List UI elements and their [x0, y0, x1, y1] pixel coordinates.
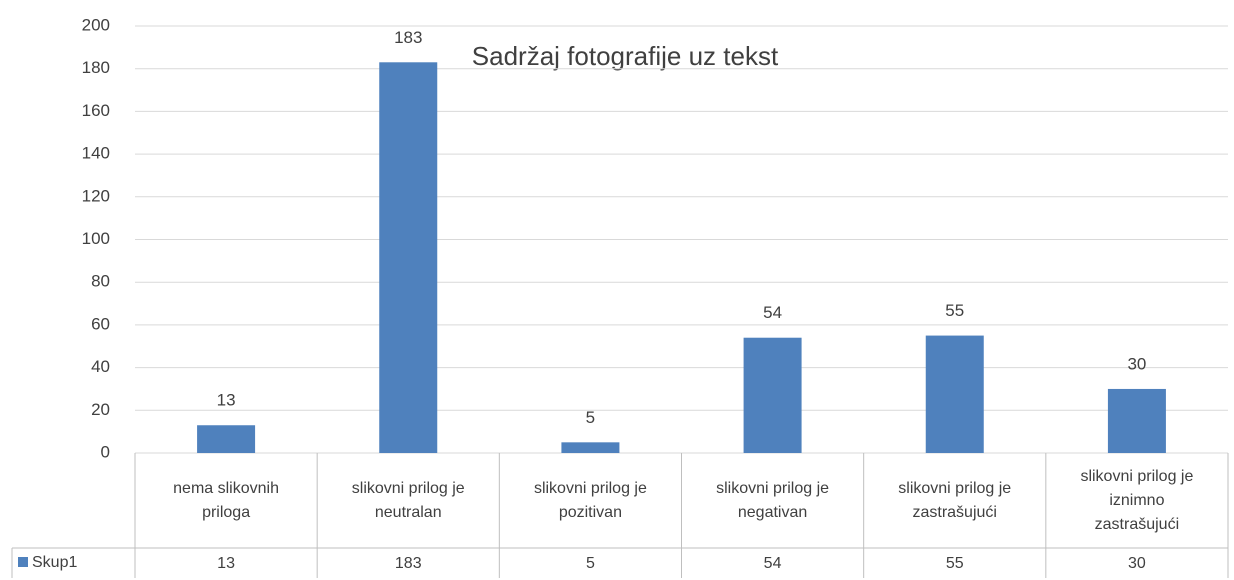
- y-tick-label: 180: [82, 58, 110, 77]
- y-tick-label: 0: [101, 442, 110, 461]
- y-tick-label: 60: [91, 314, 110, 333]
- category-text: slikovni prilog je iznimno zastrašujući: [1080, 467, 1194, 533]
- data-label: 5: [586, 408, 595, 427]
- table-value: 5: [586, 555, 595, 572]
- x-tick-label: slikovni prilog je iznimno zastrašujući: [1046, 453, 1228, 548]
- bar: [743, 337, 802, 453]
- bar: [561, 442, 620, 453]
- x-tick-label: slikovni prilog je zastrašujući: [864, 453, 1046, 548]
- bar: [379, 62, 438, 454]
- table-value: 55: [946, 555, 964, 572]
- table-value: 30: [1128, 555, 1146, 572]
- x-tick-label: slikovni prilog je pozitivan: [499, 453, 681, 548]
- y-tick-label: 20: [91, 400, 110, 419]
- category-text: nema slikovnih priloga: [173, 479, 279, 521]
- bar: [1107, 388, 1166, 453]
- category-text: slikovni prilog je zastrašujući: [898, 479, 1012, 521]
- table-value: 13: [217, 555, 235, 572]
- x-tick-label: slikovni prilog je negativan: [682, 453, 864, 548]
- data-label: 30: [1127, 354, 1146, 373]
- data-label: 55: [945, 301, 964, 320]
- x-tick-label: slikovni prilog je neutralan: [317, 453, 499, 548]
- category-text: slikovni prilog je pozitivan: [533, 479, 647, 521]
- legend-swatch: [18, 557, 28, 567]
- y-tick-label: 40: [91, 357, 110, 376]
- y-tick-label: 80: [91, 272, 110, 291]
- x-tick-label: nema slikovnih priloga: [135, 453, 317, 548]
- y-tick-label: 160: [82, 101, 110, 120]
- data-label: 13: [217, 391, 236, 410]
- table-value: 183: [395, 555, 422, 572]
- y-tick-label: 100: [82, 229, 110, 248]
- y-tick-label: 140: [82, 144, 110, 163]
- bar: [197, 425, 256, 453]
- y-tick-label: 200: [82, 15, 110, 34]
- y-tick-label: 120: [82, 186, 110, 205]
- category-text: slikovni prilog je neutralan: [351, 479, 465, 521]
- legend-label: Skup1: [32, 554, 77, 571]
- table-value: 54: [764, 555, 782, 572]
- chart-title: Sadržaj fotografije uz tekst: [472, 41, 779, 71]
- bar: [925, 335, 984, 453]
- data-label: 183: [394, 28, 422, 47]
- category-text: slikovni prilog je negativan: [716, 479, 830, 521]
- data-label: 54: [763, 303, 782, 322]
